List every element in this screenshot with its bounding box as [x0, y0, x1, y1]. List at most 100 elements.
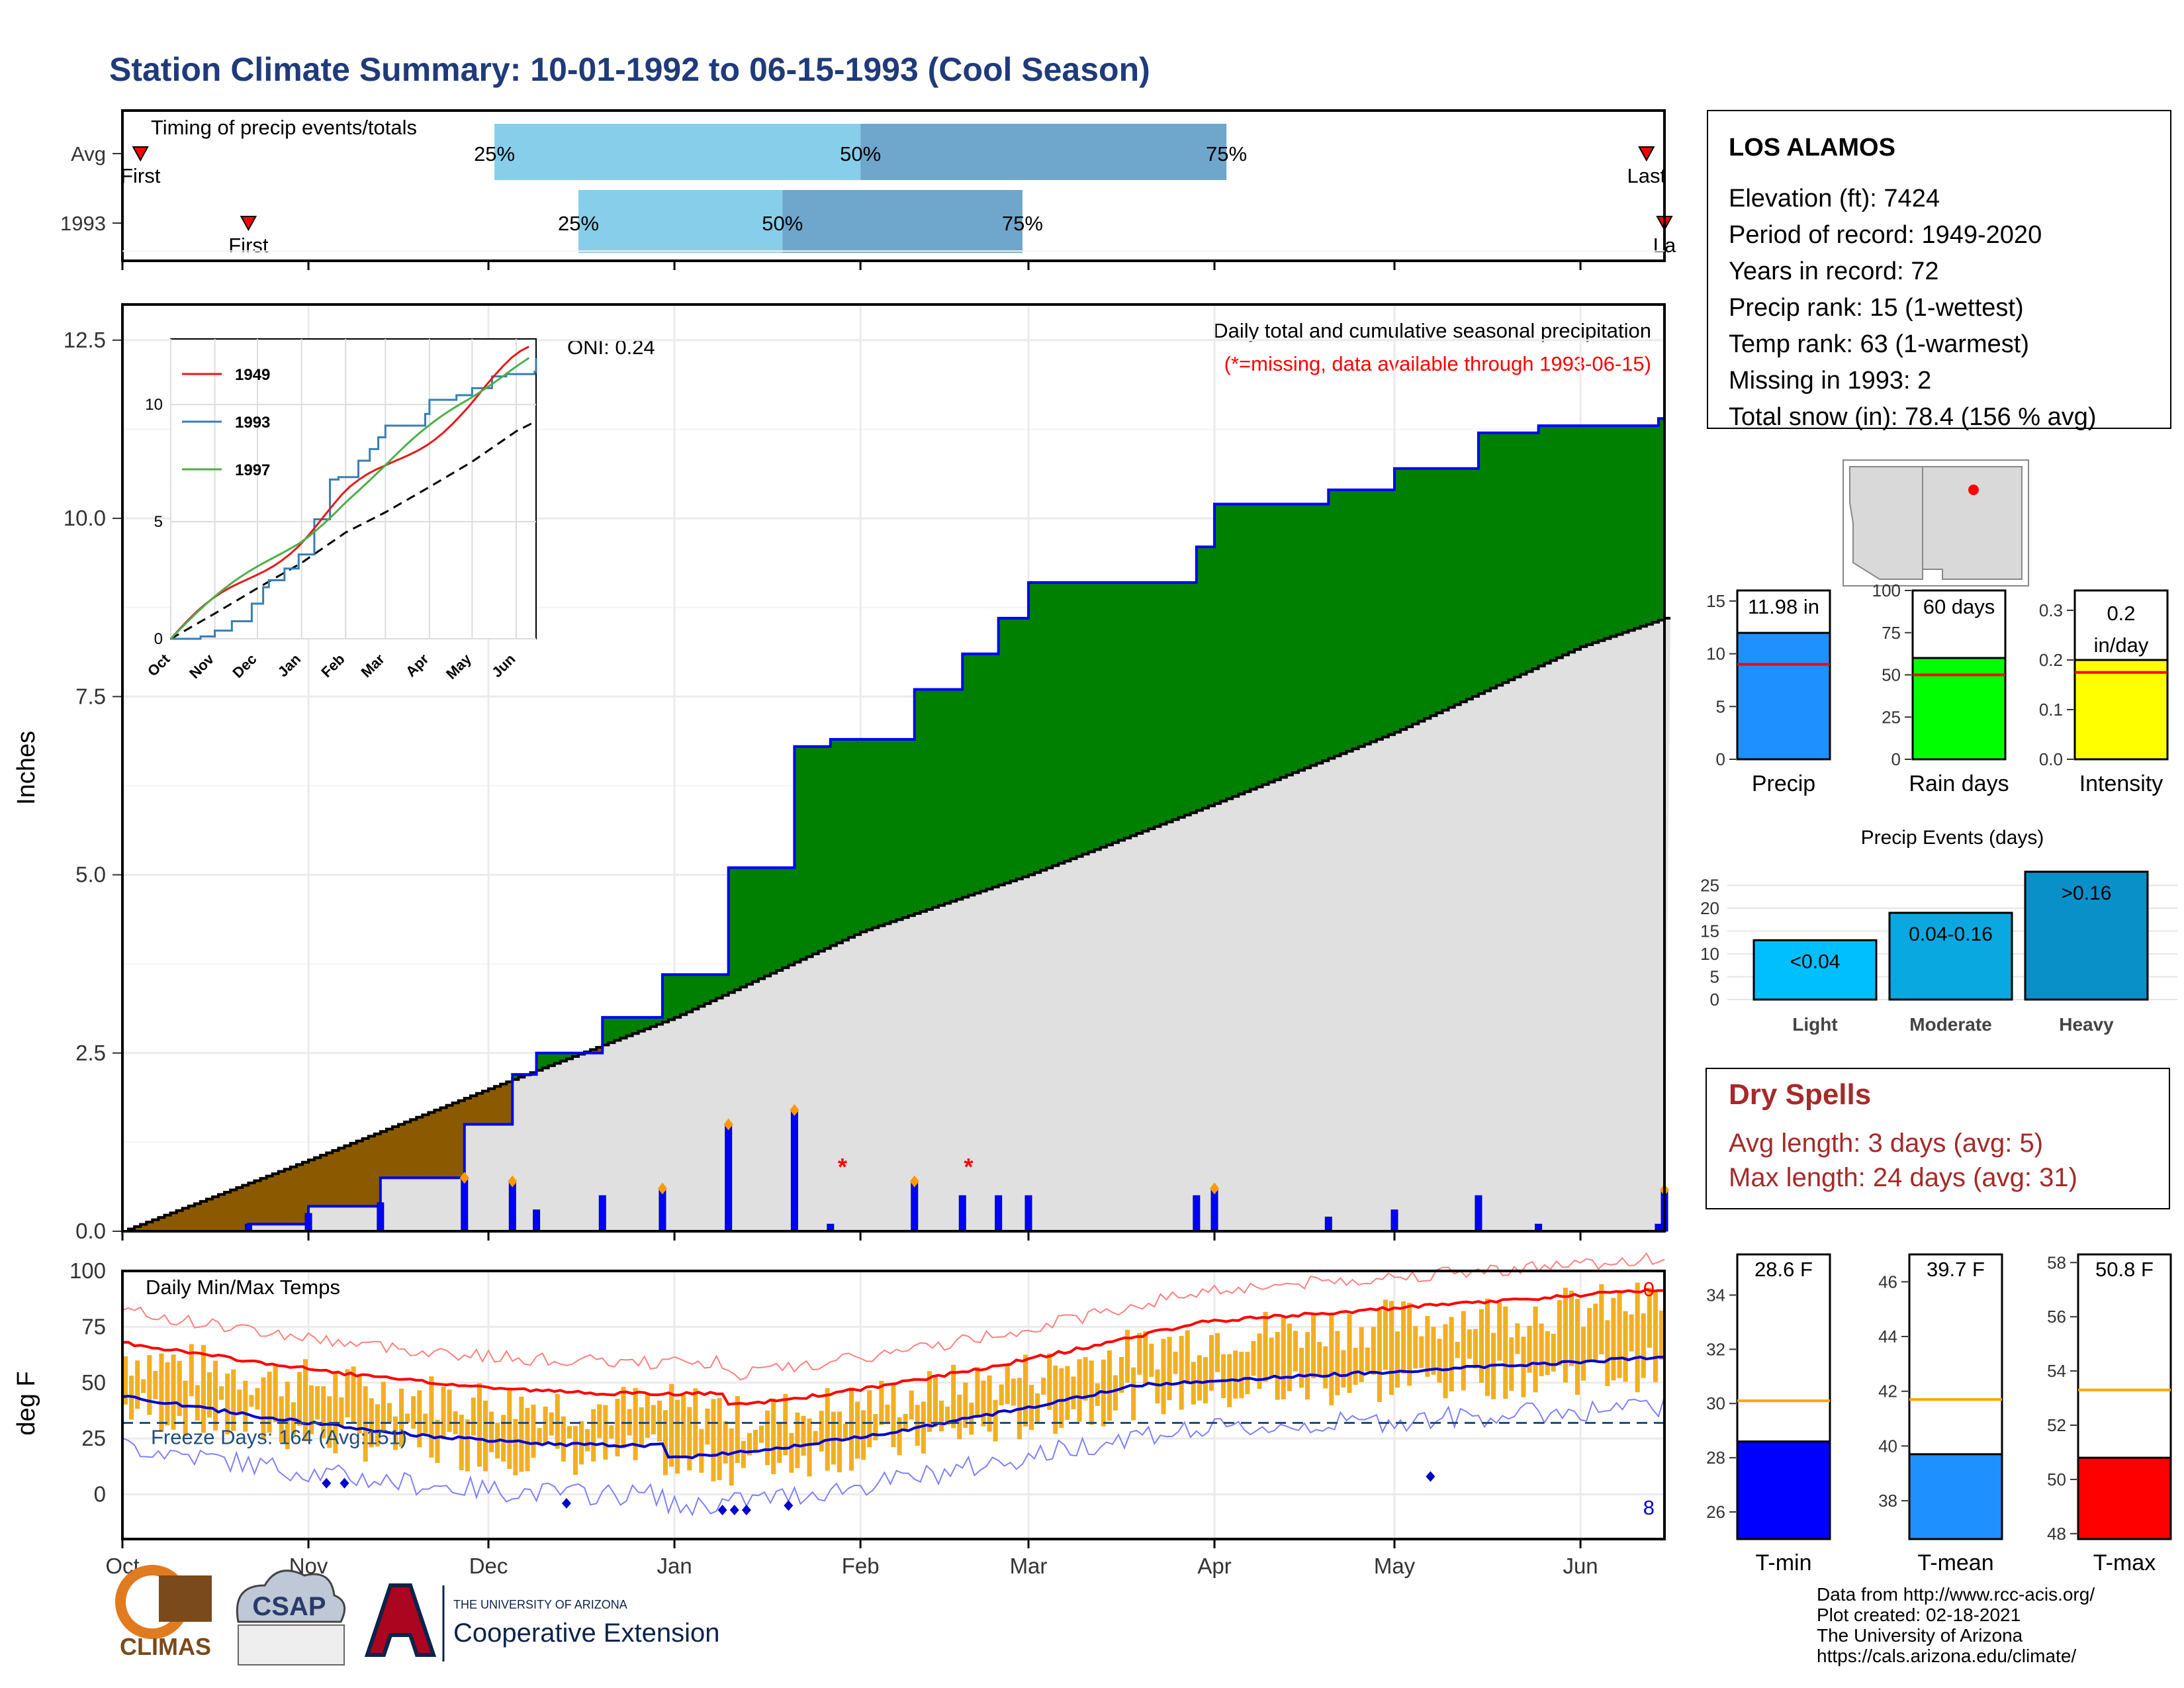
temp-day-bar-73 [561, 1416, 566, 1462]
temp-day-bar-172 [1155, 1369, 1160, 1404]
temp-day-bar-21 [249, 1395, 254, 1407]
temp-day-bar-137 [945, 1407, 950, 1425]
precip-anomaly-day-209 [1376, 490, 1383, 739]
temp-day-bar-22 [255, 1387, 260, 1410]
temp-day-bar-60 [482, 1400, 488, 1472]
temp-day-bar-214 [1407, 1303, 1412, 1386]
temp-day-bar-166 [1118, 1356, 1124, 1393]
precip-anomaly-day-45 [392, 1127, 399, 1178]
precip-anomaly-day-173 [1160, 583, 1167, 825]
precip-anomaly-day-22 [254, 1180, 261, 1225]
temp-day-bar-3 [141, 1379, 146, 1393]
temp-day-bar-31 [309, 1385, 314, 1434]
precip-anomaly-day-199 [1316, 504, 1323, 763]
precip-anomaly-day-85 [632, 1017, 639, 1034]
credit-plot-created: Plot created: 02-18-2021 [1817, 1605, 2021, 1625]
precip-anomaly-day-104 [746, 867, 753, 984]
x-month-label-5: Mar [1010, 1554, 1048, 1578]
temp-average-max-line [122, 1288, 1665, 1406]
precip-anomaly-day-89 [656, 1017, 663, 1025]
precip-anomaly-day-164 [1106, 583, 1113, 845]
precip-anomaly-day-25 [272, 1174, 279, 1225]
precip-anomaly-day-9 [176, 1210, 183, 1231]
temp-bar-tick-2-5: 58 [2047, 1252, 2066, 1272]
csap-logo-cloud [236, 1570, 346, 1623]
map-state-new-mexico [1922, 466, 2023, 580]
dry-spells-frame [1706, 1068, 2170, 1209]
precip-daily-bar-12 [911, 1181, 919, 1232]
temp-bar-tick-1-4: 46 [1878, 1272, 1897, 1291]
precip-anomaly-day-192 [1274, 504, 1281, 780]
temp-day-bar-171 [1149, 1343, 1154, 1377]
precip-anomaly-day-197 [1304, 504, 1311, 768]
dry-spells-line-avg: Avg length: 3 days (avg: 5) [1729, 1129, 2043, 1158]
precip-daily-bar-2 [304, 1213, 312, 1232]
precip-anomaly-day-212 [1394, 468, 1401, 733]
mini-bar-tick-0-0: 0 [1716, 749, 1725, 769]
temp-day-bar-186 [1239, 1352, 1244, 1399]
precip-anomaly-day-81 [608, 1017, 615, 1043]
precip-anomaly-day-10 [182, 1208, 189, 1231]
precip-anomaly-day-26 [278, 1171, 285, 1225]
temp-day-bar-202 [1335, 1331, 1340, 1395]
precip-anomaly-day-74 [566, 1053, 573, 1059]
ua-logo-bottom-text: Cooperative Extension [453, 1618, 719, 1648]
precip-missing-marker-1: * [964, 1153, 973, 1180]
precip-anomaly-day-90 [662, 974, 669, 1022]
temp-day-bar-30 [302, 1359, 308, 1441]
precip-anomaly-day-226 [1478, 432, 1485, 694]
precip-anomaly-day-84 [626, 1017, 633, 1036]
temp-day-bar-38 [351, 1366, 356, 1423]
precip-anomaly-day-225 [1472, 468, 1479, 696]
precip-anomaly-day-47 [404, 1121, 411, 1178]
temp-day-bar-80 [603, 1405, 608, 1460]
dry-spells-line-max: Max length: 24 days (avg: 31) [1729, 1163, 2077, 1192]
temp-bar-tick-2-4: 56 [2047, 1307, 2066, 1327]
timing-last-marker-0 [1638, 146, 1655, 162]
temp-day-bar-0 [123, 1356, 128, 1405]
temp-bar-tick-1-2: 42 [1878, 1382, 1897, 1401]
precip-daily-bar-13 [958, 1195, 966, 1232]
temp-day-bar-231 [1509, 1337, 1514, 1391]
precip-anomaly-day-107 [764, 867, 771, 976]
precip-daily-bar-7 [598, 1195, 606, 1232]
temp-day-bar-183 [1221, 1354, 1226, 1399]
precip-anomaly-day-103 [740, 867, 747, 988]
precip-anomaly-day-73 [560, 1053, 567, 1061]
temp-day-bar-141 [969, 1402, 974, 1435]
temp-day-bar-170 [1143, 1331, 1148, 1385]
precip-anomaly-day-154 [1046, 583, 1053, 868]
temp-day-bar-83 [621, 1387, 626, 1449]
freeze-days-label: Freeze Days: 164 (Avg:151) [151, 1426, 407, 1449]
precip-anomaly-day-59 [476, 1093, 483, 1125]
precip-legend-title: Daily total and cumulative seasonal prec… [1213, 319, 1651, 342]
dry-spells-title: Dry Spells [1729, 1078, 1871, 1111]
mini-bar-tick-2-0: 0.0 [2039, 749, 2063, 769]
temp-y-axis-label: deg F [13, 1371, 40, 1435]
precip-anomaly-day-133 [920, 689, 927, 912]
precip-anomaly-day-13 [200, 1201, 207, 1231]
temp-day-bar-194 [1287, 1323, 1292, 1391]
temp-day-bar-244 [1587, 1307, 1592, 1361]
temp-day-bar-115 [813, 1430, 818, 1444]
temp-day-bar-100 [723, 1421, 728, 1464]
precip-anomaly-day-175 [1172, 583, 1179, 820]
precip-daily-bar-15 [1024, 1195, 1032, 1232]
temp-day-bar-39 [357, 1376, 362, 1434]
temp-day-bar-112 [795, 1412, 800, 1468]
temp-day-bar-35 [333, 1373, 338, 1454]
precip-anomaly-day-44 [386, 1129, 393, 1178]
precip-anomaly-day-31 [308, 1160, 315, 1207]
timing-label-75-0: 75% [1206, 142, 1247, 165]
precip-anomaly-day-172 [1154, 583, 1161, 827]
precip-anomaly-day-178 [1190, 583, 1197, 813]
temp-day-bar-58 [471, 1397, 476, 1436]
temp-day-bar-200 [1323, 1346, 1328, 1389]
precip-anomaly-day-149 [1016, 618, 1023, 879]
precip-anomaly-day-8 [170, 1213, 177, 1231]
map-station-marker [1968, 485, 1979, 495]
precip-average-area [122, 618, 1671, 1231]
precip-anomaly-day-71 [548, 1053, 555, 1066]
precip-anomaly-day-120 [842, 739, 849, 941]
